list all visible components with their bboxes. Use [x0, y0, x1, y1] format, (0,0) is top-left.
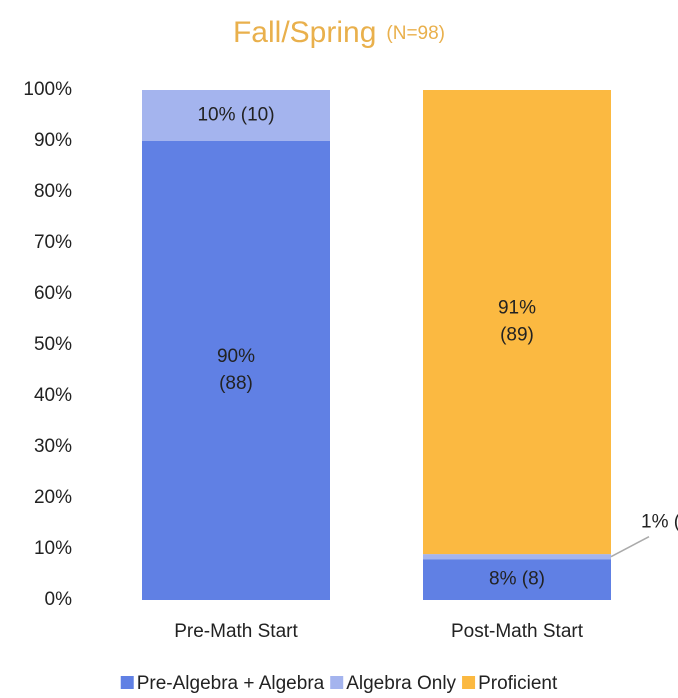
- data-label-line: 90%: [217, 346, 255, 367]
- data-label: 1% (1): [641, 512, 678, 533]
- bar-segment: [423, 559, 611, 600]
- chart-title: Fall/Spring (N=98): [233, 16, 445, 49]
- legend-label: Algebra Only: [346, 673, 456, 694]
- y-tick-label: 30%: [34, 436, 72, 457]
- y-tick-label: 0%: [45, 589, 73, 610]
- bar-segment: [423, 90, 611, 555]
- data-label: 90% (88): [217, 346, 255, 394]
- x-tick-label: Post-Math Start: [451, 621, 584, 642]
- legend-label: Pre-Algebra + Algebra: [137, 673, 325, 694]
- data-label: 91% (89): [498, 298, 536, 346]
- legend-swatch: [120, 676, 134, 689]
- y-tick-label: 90%: [34, 130, 72, 151]
- data-label-line: 91%: [498, 298, 536, 319]
- legend-swatch: [462, 676, 476, 689]
- legend-swatch: [330, 676, 344, 689]
- y-tick-label: 80%: [34, 181, 72, 202]
- y-tick-label: 40%: [34, 385, 72, 406]
- leader-line: [610, 535, 650, 558]
- x-tick-label: Pre-Math Start: [174, 621, 298, 642]
- data-label: 8% (8): [489, 569, 545, 590]
- subtitle: (N=98): [386, 23, 445, 44]
- data-label-line: (88): [219, 373, 253, 394]
- y-tick-label: 10%: [34, 538, 72, 559]
- y-tick-label: 20%: [34, 487, 72, 508]
- y-tick-label: 60%: [34, 283, 72, 304]
- data-label-line: (89): [500, 325, 534, 346]
- legend: Pre-Algebra + Algebra Algebra Only Profici…: [120, 673, 558, 694]
- bar-segment: [142, 141, 330, 600]
- legend-label: Proficient: [478, 673, 558, 694]
- bar-segment: [142, 90, 330, 141]
- data-label: 10% (10): [197, 105, 274, 126]
- title: Fall/Spring: [233, 16, 376, 49]
- y-tick-label: 50%: [34, 334, 72, 355]
- y-tick-label: 70%: [34, 232, 72, 253]
- y-tick-label: 100%: [23, 79, 72, 100]
- bar-segment: [423, 554, 611, 560]
